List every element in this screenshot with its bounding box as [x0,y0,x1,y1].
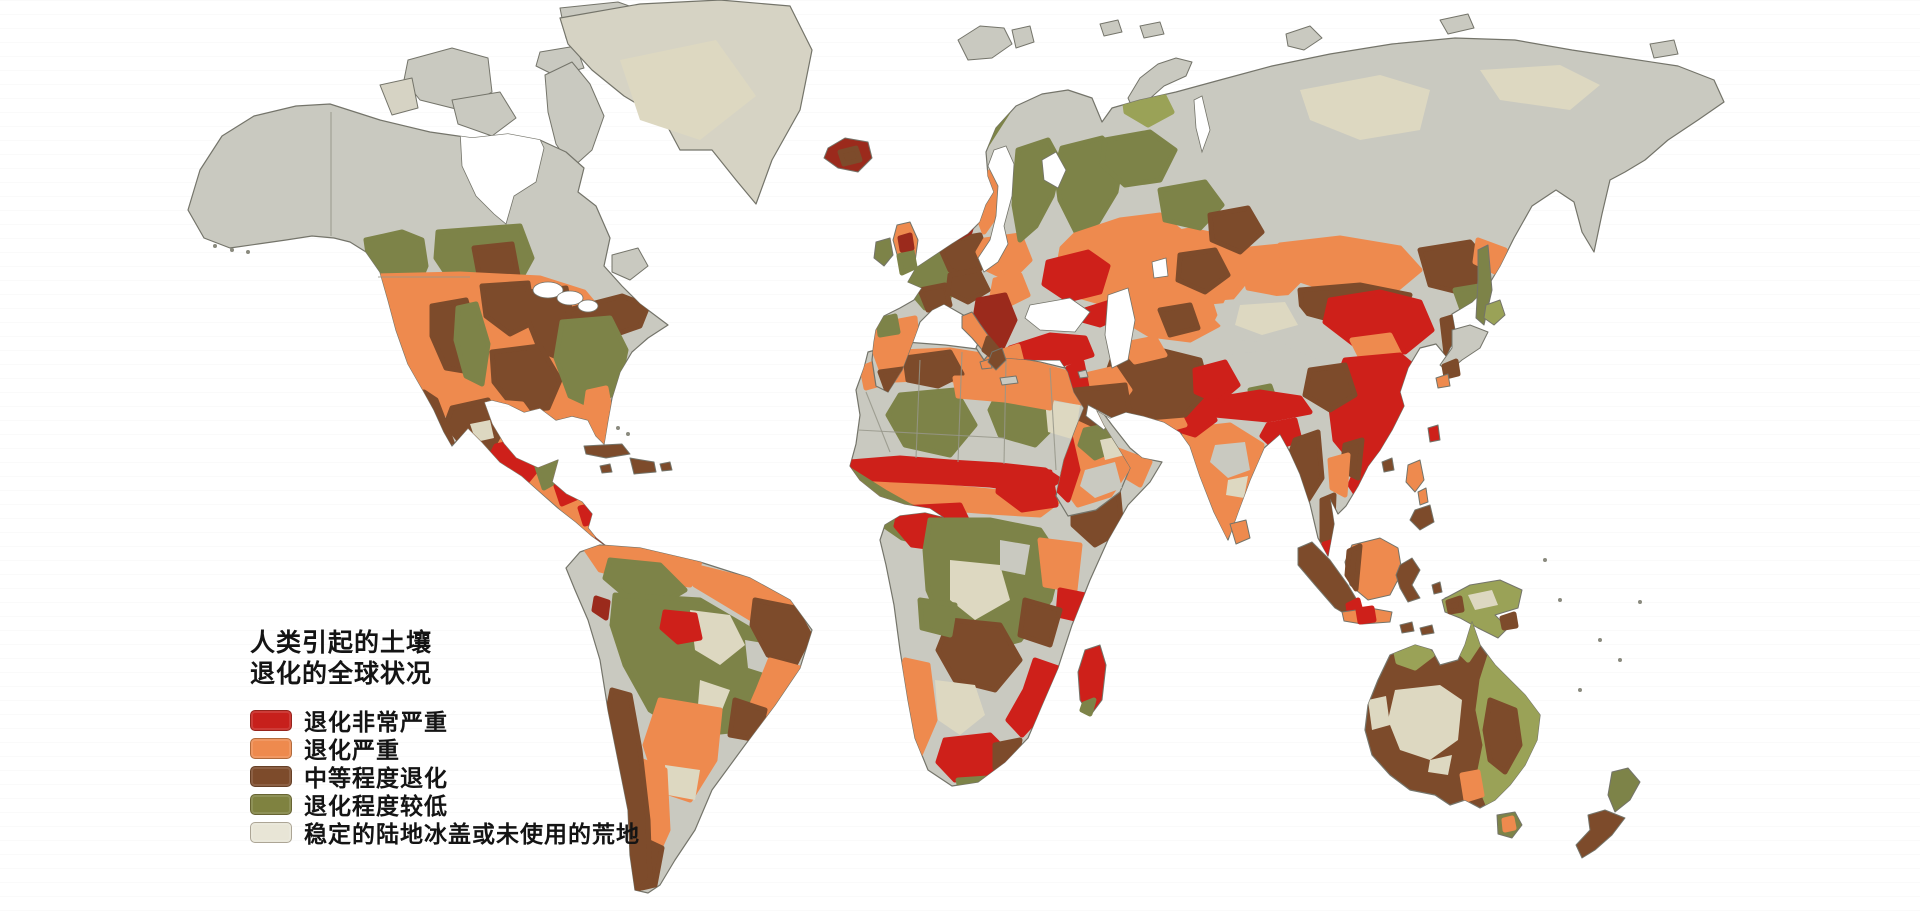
legend-item-severe: 退化严重 [250,734,640,763]
southeast-asia-islands [1297,459,1523,639]
tasmania-nz [1496,767,1641,859]
legend-title-line1: 人类引起的土壤 [250,629,433,657]
europe-islands [823,137,1089,386]
legend-items: 退化非常严重 退化严重 中等程度退化 退化程度较低 稳定的陆地冰盖或未使用的荒地 [250,706,640,847]
south-america-patches [582,545,812,893]
africa-patches [850,347,1153,786]
legend-item-very-severe: 退化非常严重 [250,706,640,735]
small-islands [213,244,1642,692]
legend-item-label: 退化程度较低 [304,793,448,819]
legend-item-moderate: 中等程度退化 [250,762,640,791]
philippines [1405,459,1425,493]
caribbean-islands [583,426,673,475]
map-legend: 人类引起的土壤 退化的全球状况 退化非常严重 退化严重 中等程度退化 退化程度较… [250,628,640,847]
legend-swatch-moderate [250,765,292,787]
legend-item-label: 退化非常严重 [304,709,448,735]
sulawesi [1395,557,1421,603]
legend-item-label: 退化严重 [304,737,400,763]
legend-title-line2: 退化的全球状况 [250,660,433,688]
greenland [559,0,813,205]
legend-title: 人类引起的土壤 退化的全球状况 [250,628,640,690]
ireland [873,237,894,267]
legend-swatch-low [250,793,292,815]
legend-item-low: 退化程度较低 [250,790,640,819]
taiwan [1427,424,1441,443]
new-zealand-north [1607,767,1641,813]
legend-swatch-very-severe [250,709,292,731]
legend-swatch-severe [250,737,292,759]
east-asia-islands [1381,244,1506,473]
north-america-patches [363,115,651,546]
madagascar [1077,644,1107,717]
legend-swatch-stable [250,821,292,843]
legend-item-label: 稳定的陆地冰盖或未使用的荒地 [304,821,640,847]
new-zealand-south [1575,809,1626,859]
legend-item-stable: 稳定的陆地冰盖或未使用的荒地 [250,818,640,847]
legend-item-label: 中等程度退化 [304,765,448,791]
